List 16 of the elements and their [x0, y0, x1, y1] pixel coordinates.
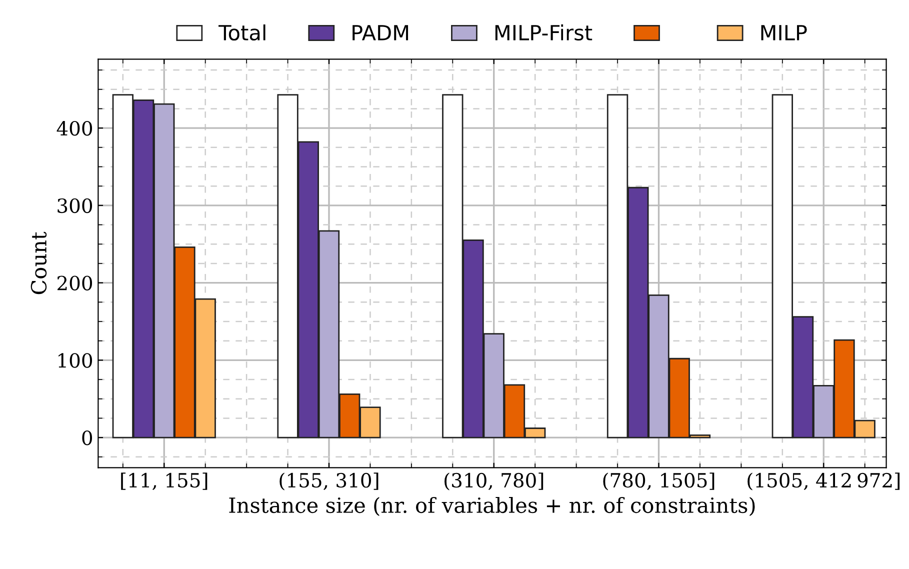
- x-tick-label: [11, 155]: [121, 472, 208, 490]
- legend-label: Total: [218, 24, 266, 41]
- x-tick-label: (1505, 412 972]: [748, 472, 900, 490]
- y-tick-label: 200: [58, 276, 92, 290]
- y-tick-label: 100: [58, 353, 92, 368]
- x-tick-label: (310, 780]: [444, 472, 544, 490]
- y-tick-label: 300: [58, 198, 92, 214]
- x-axis-title: Instance size (nr. of variables + nr. of constraints): [229, 496, 755, 516]
- x-tick-label: (780, 1505]: [603, 472, 714, 490]
- y-tick-label: 0: [82, 430, 92, 446]
- x-tick-label: (155, 310]: [280, 472, 378, 490]
- legend-label: MILP: [761, 25, 807, 40]
- y-axis-title: Count: [30, 232, 47, 294]
- y-tick-label: 400: [56, 120, 92, 136]
- legend-label: MILP-First: [495, 24, 592, 41]
- legend-label: PADM: [352, 25, 408, 40]
